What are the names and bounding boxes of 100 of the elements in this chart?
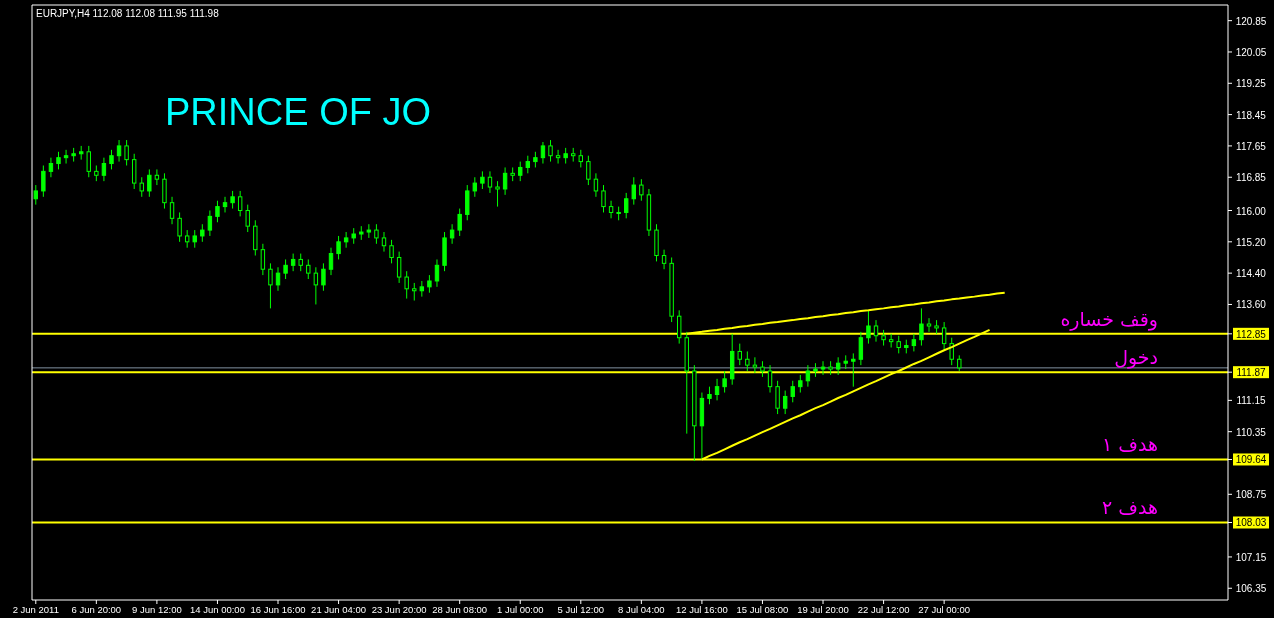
- x-tick-label: 16 Jun 16:00: [250, 604, 306, 615]
- x-tick-label: 14 Jun 00:00: [189, 604, 245, 615]
- candlestick: [313, 266, 319, 305]
- x-tick-label: 22 Jul 12:00: [857, 604, 910, 615]
- candlestick: [737, 343, 742, 366]
- candlestick: [41, 164, 46, 198]
- y-tick-label: 117.65: [1236, 140, 1267, 152]
- candlestick: [661, 249, 667, 270]
- candlestick: [767, 364, 773, 394]
- candlestick: [283, 258, 288, 280]
- y-tick-label: 114.40: [1236, 268, 1267, 280]
- ref-line-label: وقف خساره: [1060, 307, 1158, 331]
- candlestick: [86, 145, 91, 178]
- candlestick: [782, 390, 788, 415]
- x-tick-label: 21 Jun 04:00: [311, 604, 367, 615]
- y-tick-label: 107.15: [1235, 551, 1267, 563]
- annotation: PRINCE OF JO: [165, 91, 432, 133]
- candlestick: [873, 319, 879, 343]
- ref-line-label: دخول: [1114, 346, 1158, 370]
- candlestick: [919, 307, 924, 347]
- candlestick: [139, 176, 144, 198]
- candlestick: [548, 139, 553, 163]
- candlestick: [124, 139, 129, 166]
- candlestick: [222, 196, 228, 213]
- candlestick: [306, 258, 311, 280]
- candlestick: [389, 239, 394, 264]
- y-tick-label: 111.87: [1236, 367, 1266, 379]
- candlestick: [245, 204, 250, 233]
- candlestick: [851, 352, 856, 388]
- candlestick: [941, 321, 947, 350]
- chart-title: EURJPY,H4 112.08 112.08 111.95 111.98: [36, 8, 220, 19]
- candlestick: [593, 172, 599, 198]
- candlestick: [374, 223, 379, 245]
- candlestick: [147, 168, 152, 198]
- x-tick-label: 9 Jun 12:00: [132, 604, 182, 615]
- candlestick: [33, 184, 38, 206]
- candlestick: [63, 149, 69, 165]
- candlestick: [775, 380, 780, 415]
- candlestick: [336, 235, 341, 260]
- x-tick-label: 2 Jun 2011: [12, 604, 59, 615]
- ref-line-label: هدف ٢: [1102, 496, 1158, 519]
- candlestick: [131, 153, 137, 190]
- candlestick: [177, 211, 182, 243]
- x-tick-label: 1 Jul 00:00: [497, 604, 544, 615]
- candlestick: [457, 208, 462, 237]
- x-tick-label: 5 Jul 12:00: [557, 604, 605, 615]
- candlestick: [275, 266, 281, 292]
- candlestick: [449, 223, 455, 245]
- candlestick: [434, 258, 440, 288]
- x-tick-label: 6 Jun 20:00: [71, 604, 122, 615]
- candlestick: [639, 178, 644, 202]
- y-tick-label: 116.00: [1236, 205, 1267, 217]
- candlestick: [820, 360, 826, 376]
- y-tick-label: 106.35: [1235, 583, 1267, 595]
- candlestick: [162, 172, 167, 210]
- y-tick-label: 115.20: [1236, 236, 1267, 248]
- x-tick-label: 12 Jul 16:00: [676, 604, 728, 615]
- candlestick: [601, 184, 606, 213]
- candlestick: [48, 157, 54, 178]
- candlestick: [343, 231, 349, 249]
- candlestick: [790, 380, 795, 403]
- y-tick-label: 120.85: [1235, 15, 1267, 27]
- y-tick-label: 119.25: [1236, 78, 1267, 90]
- x-tick-label: 27 Jul 00:00: [918, 604, 971, 615]
- candlestick: [237, 190, 243, 217]
- candlestick: [396, 251, 402, 284]
- candlestick: [487, 170, 493, 194]
- candlestick: [540, 141, 546, 165]
- ref-line-label: هدف ١: [1102, 433, 1158, 456]
- candlestick: [465, 184, 470, 221]
- candlestick: [116, 139, 122, 163]
- candlestick: [268, 262, 273, 309]
- x-tick-label: 8 Jul 04:00: [618, 604, 665, 615]
- candlestick: [169, 196, 175, 225]
- candlestick: [858, 331, 864, 366]
- y-tick-label: 111.15: [1236, 395, 1266, 407]
- candlestick: [518, 161, 523, 182]
- y-tick-label: 110.35: [1236, 426, 1267, 438]
- y-tick-label: 112.85: [1236, 328, 1267, 340]
- y-tick-label: 116.85: [1236, 172, 1267, 184]
- candlestick: [586, 155, 591, 186]
- candlestick: [215, 200, 220, 223]
- x-tick-label: 28 Jun 08:00: [432, 604, 488, 615]
- candlestick: [949, 337, 954, 366]
- candlestick: [207, 210, 213, 237]
- candlestick: [555, 149, 561, 165]
- candlestick: [745, 350, 750, 372]
- y-tick-label: 108.03: [1235, 517, 1267, 529]
- candlestick: [911, 333, 917, 352]
- candlestick: [608, 200, 614, 219]
- candlestick: [624, 192, 629, 219]
- x-tick-label: 19 Jul 20:00: [797, 604, 849, 615]
- candlestick: [472, 176, 478, 198]
- y-tick-label: 108.75: [1235, 489, 1267, 501]
- candlestick: [631, 176, 636, 206]
- candlestick: [502, 166, 508, 196]
- candlestick: [260, 243, 266, 276]
- candlestick: [404, 270, 409, 300]
- candlestick: [328, 247, 334, 276]
- candlestick: [321, 262, 326, 292]
